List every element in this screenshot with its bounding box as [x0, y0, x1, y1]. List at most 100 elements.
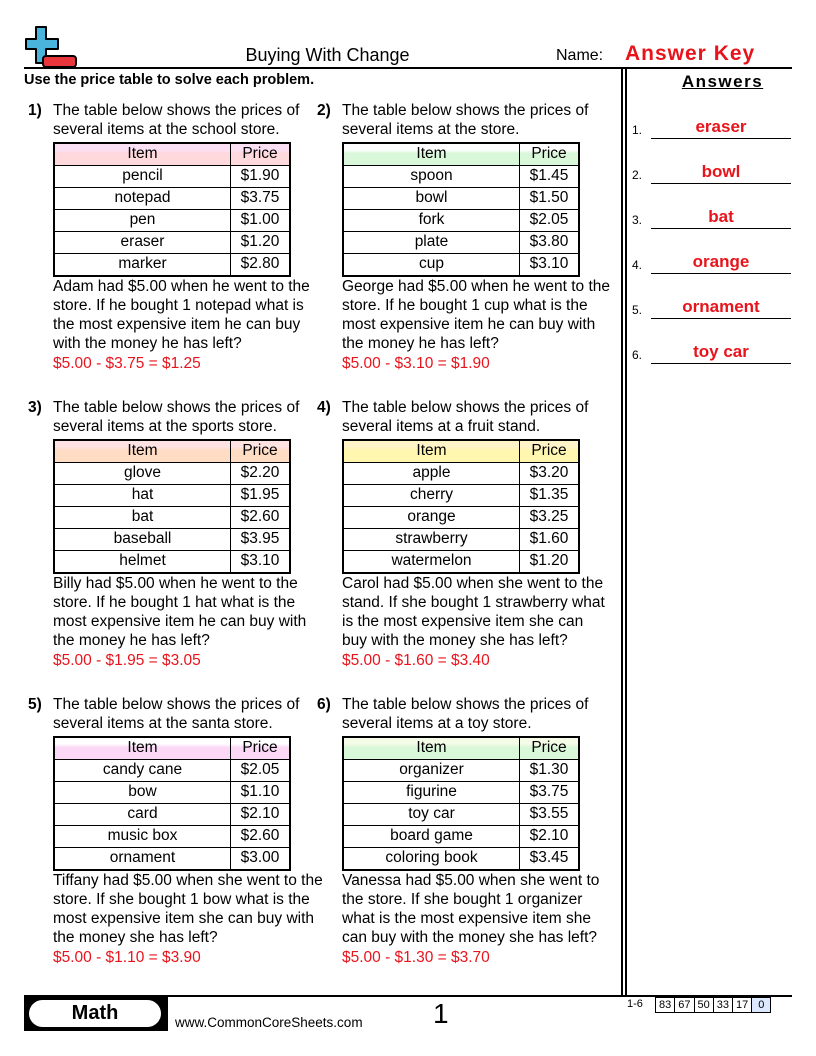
score-cell: 83	[659, 999, 672, 1011]
price-cell: $1.10	[230, 780, 291, 804]
answer-work: $5.00 - $3.75 = $1.25	[53, 354, 201, 372]
table-row: hat $1.95	[53, 483, 291, 507]
price-cell: $3.80	[519, 230, 580, 254]
table-row: organizer $1.30	[342, 758, 580, 782]
table-row: board game $2.10	[342, 824, 580, 848]
price-cell: $1.60	[519, 527, 580, 551]
item-header: Item	[342, 735, 520, 760]
item-cell: bat	[53, 505, 231, 529]
answer-work: $5.00 - $3.10 = $1.90	[342, 354, 490, 372]
price-cell: $1.00	[230, 208, 291, 232]
answer-work: $5.00 - $1.10 = $3.90	[53, 948, 201, 966]
table-row: fork $2.05	[342, 208, 580, 232]
footer-divider	[24, 995, 792, 997]
problem-intro: The table below shows the prices of seve…	[53, 399, 300, 436]
problem-intro: The table below shows the prices of seve…	[53, 102, 300, 139]
item-cell: coloring book	[342, 846, 520, 871]
item-cell: candy cane	[53, 758, 231, 782]
score-cell: 0	[751, 998, 771, 1012]
table-row: music box $2.60	[53, 824, 291, 848]
answer-field[interactable]: orange	[651, 253, 791, 274]
problem-number: 5)	[28, 696, 42, 713]
table-row: plate $3.80	[342, 230, 580, 254]
price-table: Item Price organizer $1.30 figurine $3.75 toy …	[342, 735, 580, 871]
problem-question: George had $5.00 when he went to the sto…	[342, 277, 611, 353]
answer-work: $5.00 - $1.95 = $3.05	[53, 651, 201, 669]
item-cell: plate	[342, 230, 520, 254]
item-cell: notepad	[53, 186, 231, 210]
item-cell: marker	[53, 252, 231, 277]
table-row: ornament $3.00	[53, 846, 291, 871]
page-number: 1	[433, 998, 449, 1029]
price-cell: $1.30	[519, 758, 580, 782]
price-cell: $1.35	[519, 483, 580, 507]
item-cell: watermelon	[342, 549, 520, 574]
price-cell: $1.95	[230, 483, 291, 507]
table-row: helmet $3.10	[53, 549, 291, 574]
price-cell: $3.10	[230, 549, 291, 574]
answer-field[interactable]: ornament	[651, 298, 791, 319]
item-cell: figurine	[342, 780, 520, 804]
problem-number: 4)	[317, 399, 331, 416]
price-cell: $2.60	[230, 505, 291, 529]
problem-question: Tiffany had $5.00 when she went to the s…	[53, 871, 323, 947]
answer-field[interactable]: bat	[651, 208, 791, 229]
answers-title: Answers	[681, 72, 764, 91]
problem-range: 1-6	[627, 998, 643, 1010]
answer-field[interactable]: eraser	[651, 118, 791, 139]
table-row: marker $2.80	[53, 252, 291, 277]
table-row: bat $2.60	[53, 505, 291, 529]
table-row: orange $3.25	[342, 505, 580, 529]
answer-field[interactable]: bowl	[651, 163, 791, 184]
price-cell: $3.25	[519, 505, 580, 529]
price-cell: $2.60	[230, 824, 291, 848]
price-cell: $1.20	[519, 549, 580, 574]
table-row: notepad $3.75	[53, 186, 291, 210]
score-table: 83 67 50 33 17 0	[655, 997, 772, 1013]
answer-number: 1.	[632, 123, 643, 137]
table-row: cup $3.10	[342, 252, 580, 277]
item-cell: spoon	[342, 164, 520, 188]
price-cell: $3.75	[230, 186, 291, 210]
problem: 2) The table below shows the prices of se…	[317, 101, 612, 373]
item-cell: glove	[53, 461, 231, 485]
answer-work: $5.00 - $1.30 = $3.70	[342, 948, 490, 966]
score-cell: 50	[693, 998, 713, 1012]
price-table: Item Price pencil $1.90 notepad $3.75 pen $1.00…	[53, 141, 291, 277]
score-cell: 67	[674, 998, 693, 1012]
item-cell: fork	[342, 208, 520, 232]
item-cell: bow	[53, 780, 231, 804]
item-cell: cup	[342, 252, 520, 277]
answer-number: 4.	[632, 258, 643, 272]
item-cell: cherry	[342, 483, 520, 507]
price-header: Price	[230, 141, 291, 166]
price-cell: $2.20	[230, 461, 291, 485]
price-table-header: Item Price	[53, 438, 291, 463]
price-table-header: Item Price	[342, 735, 580, 760]
item-header: Item	[342, 438, 520, 463]
item-header: Item	[53, 438, 231, 463]
item-cell: baseball	[53, 527, 231, 551]
price-header: Price	[230, 438, 291, 463]
price-table: Item Price candy cane $2.05 bow $1.10 card $2.1…	[53, 735, 291, 871]
item-header: Item	[53, 141, 231, 166]
table-row: baseball $3.95	[53, 527, 291, 551]
table-row: eraser $1.20	[53, 230, 291, 254]
item-cell: toy car	[342, 802, 520, 826]
item-cell: hat	[53, 483, 231, 507]
website-link[interactable]: www.CommonCoreSheets.com	[175, 1015, 363, 1030]
table-row: pen $1.00	[53, 208, 291, 232]
table-row: watermelon $1.20	[342, 549, 580, 574]
name-label: Name:	[556, 47, 604, 64]
answer-field[interactable]: toy car	[651, 343, 791, 364]
table-row: bowl $1.50	[342, 186, 580, 210]
price-table: Item Price glove $2.20 hat $1.95 bat $2.60 baseb…	[53, 438, 291, 574]
price-cell: $2.10	[230, 802, 291, 826]
price-table: Item Price spoon $1.45 bowl $1.50 fork $2.05 pla…	[342, 141, 580, 277]
item-cell: organizer	[342, 758, 520, 782]
price-header: Price	[519, 735, 580, 760]
problem-intro: The table below shows the prices of seve…	[342, 102, 589, 139]
worksheet-title: Buying With Change	[245, 45, 410, 65]
problem-intro: The table below shows the prices of seve…	[342, 399, 589, 436]
